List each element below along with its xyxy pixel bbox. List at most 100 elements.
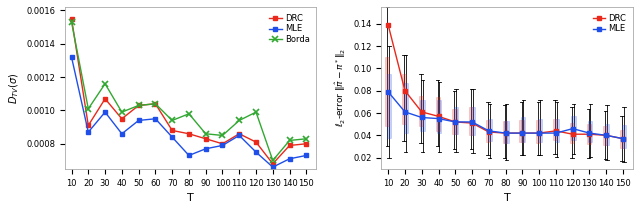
MLE — [435, 117, 442, 120]
Bar — [504, 121, 509, 143]
Bar — [420, 100, 425, 131]
Line: Borda: Borda — [68, 19, 309, 163]
MLE — [118, 133, 125, 135]
Bar — [437, 100, 442, 133]
MLE — [219, 144, 227, 147]
DRC — [451, 121, 459, 123]
DRC — [185, 133, 193, 135]
DRC — [285, 144, 293, 147]
Bar — [385, 57, 390, 126]
MLE — [569, 127, 577, 130]
MLE — [619, 137, 627, 140]
MLE — [285, 158, 293, 160]
DRC — [586, 133, 593, 135]
Bar — [620, 130, 624, 148]
DRC — [518, 132, 526, 134]
DRC — [101, 97, 109, 100]
DRC — [401, 89, 409, 92]
Borda — [185, 113, 193, 115]
MLE — [586, 132, 593, 134]
DRC — [468, 122, 476, 124]
MLE — [552, 132, 560, 134]
MLE — [518, 132, 526, 134]
Bar — [520, 120, 524, 142]
DRC — [168, 129, 176, 132]
DRC — [236, 133, 243, 135]
MLE — [502, 132, 509, 134]
Line: DRC: DRC — [387, 23, 625, 140]
Borda — [168, 119, 176, 122]
DRC — [219, 143, 227, 145]
DRC — [118, 118, 125, 120]
Bar — [471, 108, 475, 135]
Bar — [555, 119, 559, 142]
X-axis label: T: T — [188, 193, 194, 203]
MLE — [269, 166, 276, 168]
Line: DRC: DRC — [70, 17, 308, 165]
Bar — [536, 120, 540, 143]
MLE — [152, 118, 159, 120]
MLE — [485, 130, 493, 132]
Bar — [553, 119, 557, 140]
Bar — [436, 97, 440, 131]
Borda — [135, 104, 143, 107]
DRC — [535, 132, 543, 134]
Borda — [236, 119, 243, 122]
MLE — [385, 91, 392, 93]
DRC — [152, 102, 159, 105]
Legend: DRC, MLE: DRC, MLE — [590, 11, 629, 36]
MLE — [401, 111, 409, 113]
DRC — [84, 124, 92, 127]
Bar — [502, 121, 507, 143]
Bar — [404, 83, 408, 133]
DRC — [68, 17, 76, 20]
Borda — [101, 83, 109, 85]
Borda — [219, 134, 227, 137]
Bar — [538, 119, 542, 142]
Bar — [469, 108, 474, 135]
DRC — [385, 24, 392, 26]
Bar — [387, 74, 391, 138]
MLE — [135, 119, 143, 122]
Y-axis label: $\ell_2$-error $\|\hat{\pi} - \pi^*\|_2$: $\ell_2$-error $\|\hat{\pi} - \pi^*\|_2$ — [333, 49, 348, 127]
Bar — [454, 108, 458, 134]
Bar — [621, 125, 626, 148]
MLE — [468, 121, 476, 123]
DRC — [418, 111, 426, 113]
Y-axis label: $D_{TV}(\sigma)$: $D_{TV}(\sigma)$ — [7, 72, 20, 104]
MLE — [303, 154, 310, 157]
DRC — [303, 143, 310, 145]
MLE — [535, 132, 543, 134]
MLE — [202, 147, 209, 150]
Bar — [521, 117, 525, 142]
DRC — [485, 131, 493, 133]
MLE — [252, 151, 260, 153]
Bar — [452, 109, 456, 134]
Line: MLE: MLE — [387, 90, 625, 140]
Bar — [572, 116, 575, 140]
Bar — [604, 126, 607, 145]
DRC — [202, 138, 209, 140]
Bar — [588, 121, 593, 142]
MLE — [101, 111, 109, 113]
Legend: DRC, MLE, Borda: DRC, MLE, Borda — [266, 11, 312, 47]
MLE — [236, 134, 243, 137]
Borda — [84, 108, 92, 110]
Bar — [605, 124, 609, 145]
DRC — [569, 133, 577, 135]
Line: MLE: MLE — [70, 55, 308, 169]
MLE — [68, 56, 76, 58]
MLE — [451, 121, 459, 123]
X-axis label: T: T — [504, 193, 511, 203]
Bar — [586, 124, 591, 144]
Borda — [285, 139, 293, 142]
DRC — [135, 104, 143, 107]
DRC — [502, 132, 509, 134]
Borda — [118, 111, 125, 113]
MLE — [602, 134, 610, 136]
Bar — [419, 96, 423, 126]
MLE — [418, 116, 426, 119]
MLE — [185, 154, 193, 157]
DRC — [552, 130, 560, 132]
DRC — [435, 115, 442, 118]
